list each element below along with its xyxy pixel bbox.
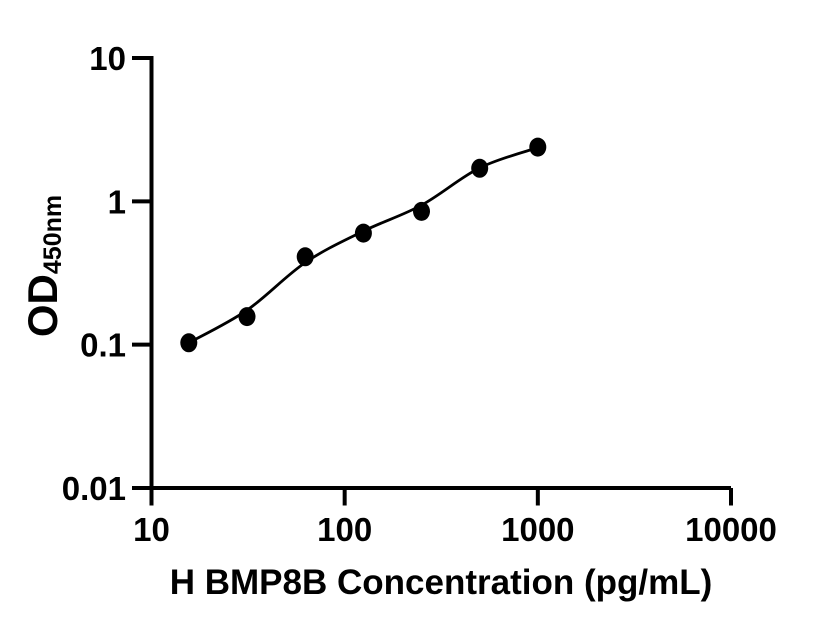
y-axis-title: OD450nm (19, 195, 67, 337)
y-tick-label: 0.1 (80, 327, 126, 364)
data-point-marker (354, 223, 372, 243)
y-axis-title-main: OD (19, 274, 66, 337)
data-point-marker (180, 333, 198, 353)
data-point-marker (413, 201, 430, 221)
y-tick-label: 1 (108, 183, 126, 220)
x-tick-label: 1000 (501, 511, 574, 548)
ticks-layer (132, 56, 733, 506)
data-point-marker (471, 158, 489, 178)
y-tick-label: 10 (89, 40, 126, 77)
data-point-marker (238, 307, 256, 327)
plot-layer (180, 137, 547, 353)
axis-spines (149, 58, 731, 490)
tick-labels-layer: 0.01 0.1 1 10 10 100 1000 10000 (62, 40, 777, 548)
y-tick-label: 0.01 (62, 470, 126, 507)
y-axis-title-subscript: 450nm (39, 195, 67, 274)
data-point-marker (296, 247, 314, 267)
axes-layer (149, 58, 731, 490)
x-axis-title: H BMP8B Concentration (pg/mL) (170, 563, 712, 602)
x-tick-label: 10 (133, 511, 170, 548)
x-tick-label: 100 (317, 511, 372, 548)
x-tick-label: 10000 (685, 511, 777, 548)
data-point-marker (529, 137, 547, 157)
